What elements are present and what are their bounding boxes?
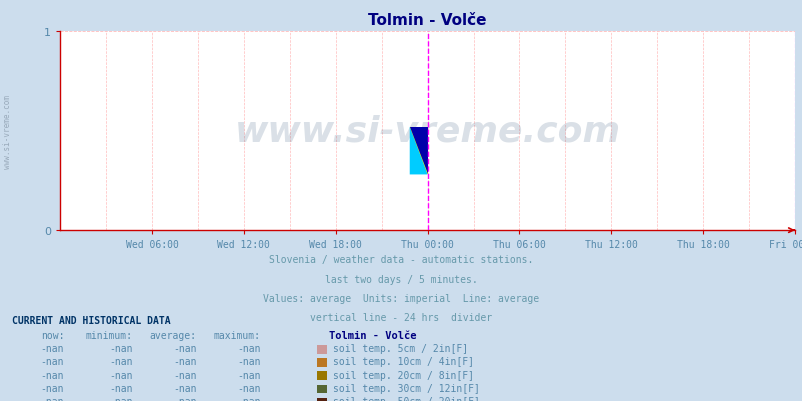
Text: -nan: -nan xyxy=(173,356,196,367)
Text: Slovenia / weather data - automatic stations.: Slovenia / weather data - automatic stat… xyxy=(269,255,533,265)
Text: -nan: -nan xyxy=(41,343,64,353)
Text: -nan: -nan xyxy=(41,396,64,401)
Text: -nan: -nan xyxy=(41,383,64,393)
Text: -nan: -nan xyxy=(109,343,132,353)
Text: -nan: -nan xyxy=(173,396,196,401)
Text: maximum:: maximum: xyxy=(213,330,261,340)
Text: -nan: -nan xyxy=(41,370,64,380)
Text: average:: average: xyxy=(149,330,196,340)
Text: CURRENT AND HISTORICAL DATA: CURRENT AND HISTORICAL DATA xyxy=(12,315,171,325)
Text: -nan: -nan xyxy=(237,343,261,353)
Text: -nan: -nan xyxy=(173,370,196,380)
Text: Values: average  Units: imperial  Line: average: Values: average Units: imperial Line: av… xyxy=(263,293,539,303)
Text: Tolmin - Volče: Tolmin - Volče xyxy=(329,330,416,340)
Text: -nan: -nan xyxy=(173,383,196,393)
Text: soil temp. 50cm / 20in[F]: soil temp. 50cm / 20in[F] xyxy=(333,396,480,401)
Text: soil temp. 10cm / 4in[F]: soil temp. 10cm / 4in[F] xyxy=(333,356,474,367)
Bar xyxy=(409,128,427,175)
Text: -nan: -nan xyxy=(237,370,261,380)
Text: soil temp. 20cm / 8in[F]: soil temp. 20cm / 8in[F] xyxy=(333,370,474,380)
Polygon shape xyxy=(409,128,427,175)
Title: Tolmin - Volče: Tolmin - Volče xyxy=(368,13,486,28)
Text: -nan: -nan xyxy=(109,396,132,401)
Text: -nan: -nan xyxy=(237,383,261,393)
Text: soil temp. 30cm / 12in[F]: soil temp. 30cm / 12in[F] xyxy=(333,383,480,393)
Text: -nan: -nan xyxy=(109,383,132,393)
Text: -nan: -nan xyxy=(109,356,132,367)
Text: -nan: -nan xyxy=(237,396,261,401)
Text: last two days / 5 minutes.: last two days / 5 minutes. xyxy=(325,274,477,284)
Polygon shape xyxy=(409,128,427,175)
Text: vertical line - 24 hrs  divider: vertical line - 24 hrs divider xyxy=(310,312,492,322)
Text: soil temp. 5cm / 2in[F]: soil temp. 5cm / 2in[F] xyxy=(333,343,468,353)
Text: -nan: -nan xyxy=(41,356,64,367)
Text: now:: now: xyxy=(41,330,64,340)
Text: -nan: -nan xyxy=(173,343,196,353)
Text: -nan: -nan xyxy=(237,356,261,367)
Text: www.si-vreme.com: www.si-vreme.com xyxy=(234,114,620,148)
Text: www.si-vreme.com: www.si-vreme.com xyxy=(2,94,12,168)
Text: minimum:: minimum: xyxy=(85,330,132,340)
Text: -nan: -nan xyxy=(109,370,132,380)
